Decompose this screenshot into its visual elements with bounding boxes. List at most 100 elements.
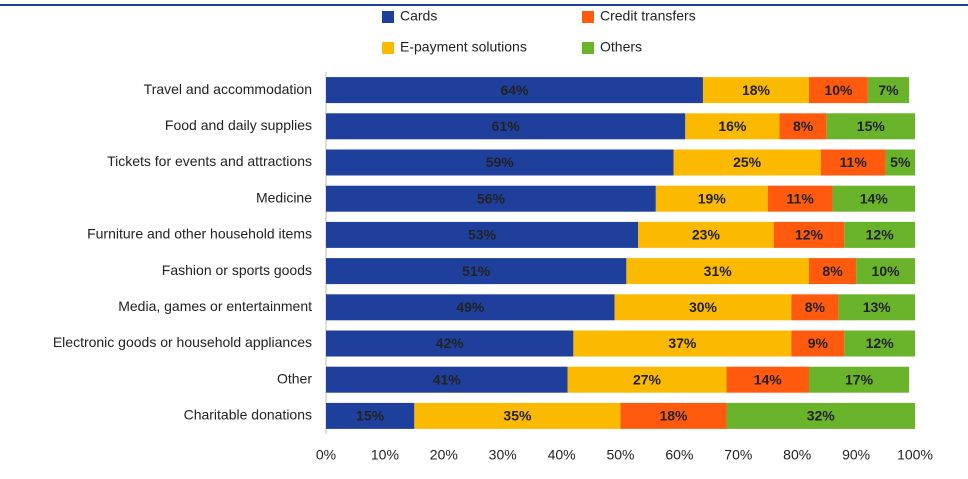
- x-tick-label: 50%: [606, 447, 634, 463]
- y-tick-label: Other: [277, 370, 312, 386]
- value-label: 18%: [659, 408, 688, 424]
- value-label: 15%: [857, 118, 886, 134]
- value-label: 5%: [890, 154, 911, 170]
- x-tick-label: 80%: [783, 447, 811, 463]
- x-tick-label: 90%: [842, 447, 870, 463]
- y-tick-label: Electronic goods or household appliances: [53, 334, 312, 350]
- value-label: 31%: [704, 263, 733, 279]
- bar-segment: [767, 185, 833, 212]
- value-label: 11%: [840, 154, 868, 170]
- value-label: 10%: [824, 82, 853, 98]
- value-label: 41%: [433, 371, 462, 387]
- value-label: 51%: [462, 263, 491, 279]
- value-label: 8%: [805, 299, 826, 315]
- value-label: 10%: [872, 263, 901, 279]
- legend-swatch: [582, 11, 594, 23]
- bar-segment: [326, 185, 656, 212]
- bar-segment: [838, 294, 915, 321]
- y-tick-label: Media, games or entertainment: [118, 298, 312, 314]
- legend-swatch: [582, 42, 594, 54]
- value-label: 8%: [793, 118, 814, 134]
- bar-segment: [326, 113, 686, 140]
- y-tick-label: Charitable donations: [184, 407, 312, 423]
- bar-segment: [326, 258, 627, 285]
- legend-swatch: [382, 11, 394, 23]
- bar-segment: [326, 149, 674, 176]
- value-label: 32%: [807, 408, 836, 424]
- x-tick-label: 70%: [724, 447, 752, 463]
- bar-segment: [326, 221, 639, 248]
- bar-segment: [614, 294, 792, 321]
- value-label: 64%: [500, 82, 529, 98]
- value-label: 23%: [692, 227, 721, 243]
- bar-segment: [702, 77, 809, 104]
- y-tick-label: Food and daily supplies: [165, 117, 312, 133]
- x-tick-label: 40%: [548, 447, 576, 463]
- value-label: 49%: [456, 299, 485, 315]
- bar-segment: [779, 113, 827, 140]
- value-label: 56%: [477, 190, 506, 206]
- value-label: 8%: [822, 263, 843, 279]
- bar-segment: [673, 149, 821, 176]
- value-label: 18%: [742, 82, 771, 98]
- bar-segment: [844, 330, 915, 357]
- bar-segment: [567, 366, 727, 393]
- bar-segment: [726, 402, 915, 429]
- bar-segment: [326, 330, 574, 357]
- x-tick-label: 10%: [371, 447, 399, 463]
- bar-segment: [326, 77, 703, 104]
- x-tick-label: 100%: [897, 447, 933, 463]
- bar-segment: [885, 149, 915, 176]
- y-tick-label: Furniture and other household items: [87, 226, 312, 242]
- bar-segment: [791, 330, 845, 357]
- bar-segment: [856, 258, 915, 285]
- value-label: 42%: [436, 335, 465, 351]
- value-label: 14%: [754, 371, 783, 387]
- bar-segment: [808, 258, 857, 285]
- value-label: 12%: [866, 227, 895, 243]
- bar-segment: [573, 330, 792, 357]
- bar-segment: [620, 402, 727, 429]
- bar-segment: [832, 185, 915, 212]
- y-tick-label: Medicine: [256, 189, 312, 205]
- bar-segment: [826, 113, 915, 140]
- legend-label: Credit transfers: [600, 8, 696, 24]
- value-label: 35%: [503, 408, 532, 424]
- value-label: 13%: [863, 299, 892, 315]
- value-label: 27%: [633, 371, 662, 387]
- bar-segment: [808, 366, 910, 393]
- bar-segment: [791, 294, 839, 321]
- legend-swatch: [382, 42, 394, 54]
- bar-segment: [326, 366, 568, 393]
- value-label: 17%: [845, 371, 874, 387]
- bar-segment: [414, 402, 621, 429]
- x-tick-label: 0%: [316, 447, 336, 463]
- bar-segment: [626, 258, 809, 285]
- bar-segment: [326, 294, 615, 321]
- bar-segment: [773, 221, 845, 248]
- bar-segment: [638, 221, 774, 248]
- legend-label: E-payment solutions: [400, 39, 527, 55]
- x-tick-label: 20%: [430, 447, 458, 463]
- y-tick-label: Travel and accommodation: [144, 81, 312, 97]
- value-label: 14%: [860, 190, 889, 206]
- y-tick-label: Fashion or sports goods: [162, 262, 312, 278]
- value-label: 7%: [878, 82, 899, 98]
- bar-segment: [844, 221, 915, 248]
- value-label: 61%: [492, 118, 521, 134]
- value-label: 12%: [795, 227, 824, 243]
- x-tick-label: 60%: [665, 447, 693, 463]
- bar-segment: [685, 113, 780, 140]
- legend-label: Cards: [400, 8, 437, 24]
- value-label: 53%: [468, 227, 497, 243]
- legend-label: Others: [600, 39, 642, 55]
- y-tick-label: Tickets for events and attractions: [107, 153, 312, 169]
- bar-segment: [820, 149, 886, 176]
- value-label: 30%: [689, 299, 718, 315]
- value-label: 59%: [486, 154, 515, 170]
- value-label: 25%: [733, 154, 762, 170]
- value-label: 12%: [866, 335, 895, 351]
- value-label: 11%: [787, 190, 815, 206]
- bar-segment: [655, 185, 768, 212]
- value-label: 9%: [808, 335, 829, 351]
